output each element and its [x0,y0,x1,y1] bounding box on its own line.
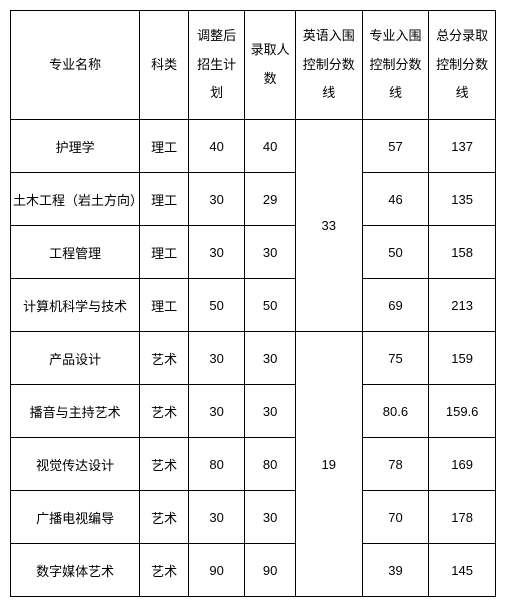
cell-major-name: 计算机科学与技术 [11,279,140,332]
table-row: 数字媒体艺术 艺术 90 90 39 145 [11,544,496,597]
cell-admitted: 50 [245,279,296,332]
cell-category: 理工 [140,120,189,173]
cell-total-line: 178 [429,491,496,544]
cell-major-name: 护理学 [11,120,140,173]
table-row: 视觉传达设计 艺术 80 80 78 169 [11,438,496,491]
cell-category: 艺术 [140,438,189,491]
cell-total-line: 135 [429,173,496,226]
cell-total-line: 213 [429,279,496,332]
cell-admitted: 29 [245,173,296,226]
cell-category: 艺术 [140,491,189,544]
cell-major-name: 数字媒体艺术 [11,544,140,597]
cell-major-name: 土木工程（岩土方向） [11,173,140,226]
cell-major-line: 75 [362,332,429,385]
header-english-line: 英语入围控制分数线 [295,11,362,120]
cell-category: 理工 [140,279,189,332]
table-row: 播音与主持艺术 艺术 30 30 80.6 159.6 [11,385,496,438]
cell-plan: 40 [188,120,245,173]
table-row: 计算机科学与技术 理工 50 50 69 213 [11,279,496,332]
admission-table: 专业名称 科类 调整后招生计划 录取人数 英语入围控制分数线 专业入围控制分数线… [10,10,496,597]
cell-admitted: 30 [245,332,296,385]
header-major-name: 专业名称 [11,11,140,120]
cell-admitted: 90 [245,544,296,597]
header-admitted: 录取人数 [245,11,296,120]
table-row: 工程管理 理工 30 30 50 158 [11,226,496,279]
table-row: 广播电视编导 艺术 30 30 70 178 [11,491,496,544]
cell-plan: 80 [188,438,245,491]
cell-plan: 30 [188,173,245,226]
header-major-line: 专业入围控制分数线 [362,11,429,120]
cell-total-line: 169 [429,438,496,491]
cell-major-line: 39 [362,544,429,597]
cell-admitted: 30 [245,385,296,438]
cell-plan: 30 [188,491,245,544]
cell-major-line: 69 [362,279,429,332]
cell-major-line: 57 [362,120,429,173]
cell-plan: 90 [188,544,245,597]
header-plan: 调整后招生计划 [188,11,245,120]
cell-major-line: 46 [362,173,429,226]
cell-major-name: 视觉传达设计 [11,438,140,491]
cell-category: 理工 [140,173,189,226]
cell-english-line-group2: 19 [295,332,362,597]
header-category: 科类 [140,11,189,120]
table-row: 产品设计 艺术 30 30 19 75 159 [11,332,496,385]
cell-category: 理工 [140,226,189,279]
cell-major-name: 广播电视编导 [11,491,140,544]
table-row: 护理学 理工 40 40 33 57 137 [11,120,496,173]
cell-major-name: 产品设计 [11,332,140,385]
cell-major-name: 工程管理 [11,226,140,279]
cell-admitted: 30 [245,491,296,544]
cell-plan: 50 [188,279,245,332]
header-row: 专业名称 科类 调整后招生计划 录取人数 英语入围控制分数线 专业入围控制分数线… [11,11,496,120]
cell-plan: 30 [188,385,245,438]
cell-total-line: 159 [429,332,496,385]
cell-total-line: 145 [429,544,496,597]
cell-admitted: 40 [245,120,296,173]
cell-total-line: 158 [429,226,496,279]
cell-total-line: 137 [429,120,496,173]
cell-plan: 30 [188,226,245,279]
cell-admitted: 30 [245,226,296,279]
cell-english-line-group1: 33 [295,120,362,332]
cell-major-line: 70 [362,491,429,544]
cell-major-line: 80.6 [362,385,429,438]
cell-total-line: 159.6 [429,385,496,438]
cell-admitted: 80 [245,438,296,491]
cell-category: 艺术 [140,544,189,597]
cell-category: 艺术 [140,332,189,385]
cell-major-line: 78 [362,438,429,491]
cell-plan: 30 [188,332,245,385]
cell-category: 艺术 [140,385,189,438]
cell-major-name: 播音与主持艺术 [11,385,140,438]
cell-major-line: 50 [362,226,429,279]
header-total-line: 总分录取控制分数线 [429,11,496,120]
table-row: 土木工程（岩土方向） 理工 30 29 46 135 [11,173,496,226]
